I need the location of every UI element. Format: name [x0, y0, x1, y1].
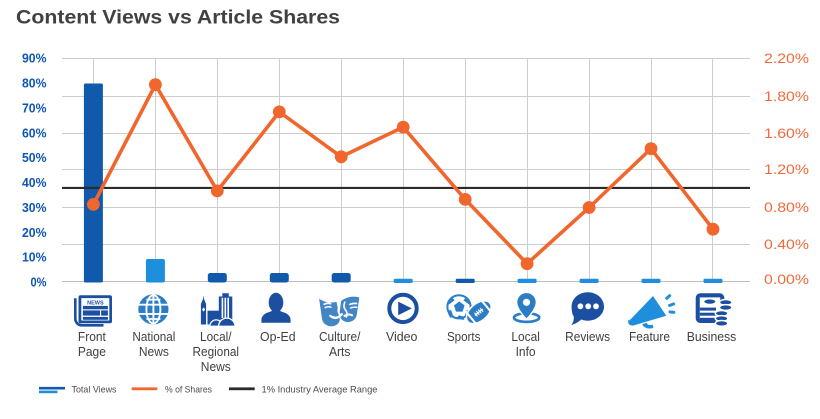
svg-text:Arts: Arts [329, 344, 351, 359]
svg-text:Regional: Regional [193, 344, 240, 359]
svg-text:NEWS: NEWS [87, 300, 104, 306]
svg-text:News: News [139, 344, 169, 359]
svg-text:0.80%: 0.80% [764, 199, 809, 215]
svg-text:Sports: Sports [447, 329, 481, 344]
svg-text:Reviews: Reviews [565, 329, 610, 344]
svg-text:1.80%: 1.80% [764, 88, 809, 104]
svg-text:30%: 30% [22, 200, 47, 215]
svg-text:Content Views vs Article Share: Content Views vs Article Shares [16, 8, 340, 29]
svg-text:Business: Business [687, 329, 737, 344]
svg-text:2.20%: 2.20% [764, 50, 809, 66]
svg-text:80%: 80% [22, 76, 47, 91]
svg-text:National: National [132, 329, 175, 344]
svg-text:News: News [201, 359, 231, 374]
svg-text:10%: 10% [22, 250, 47, 265]
svg-text:Info: Info [516, 344, 536, 359]
svg-text:20%: 20% [22, 225, 47, 240]
svg-text:Culture/: Culture/ [319, 329, 361, 344]
svg-text:Page: Page [78, 344, 106, 359]
svg-text:Feature: Feature [629, 329, 670, 344]
svg-text:90%: 90% [22, 51, 47, 66]
svg-text:Video: Video [386, 329, 418, 344]
svg-text:1.60%: 1.60% [764, 125, 809, 141]
svg-text:70%: 70% [22, 100, 47, 115]
svg-text:50%: 50% [22, 150, 47, 165]
svg-text:60%: 60% [22, 125, 47, 140]
svg-text:Local/: Local/ [200, 329, 232, 344]
svg-text:Local: Local [511, 329, 540, 344]
svg-text:Front: Front [78, 329, 106, 344]
svg-text:Total Views: Total Views [72, 385, 117, 396]
svg-text:% of Shares: % of Shares [165, 385, 212, 396]
svg-text:1% Industry Average Range: 1% Industry Average Range [262, 385, 378, 396]
svg-text:Op-Ed: Op-Ed [260, 329, 296, 344]
svg-text:40%: 40% [22, 175, 47, 190]
svg-text:1.20%: 1.20% [764, 161, 809, 177]
svg-text:0%: 0% [31, 275, 48, 290]
svg-text:0.40%: 0.40% [764, 236, 809, 252]
svg-text:0.00%: 0.00% [764, 271, 809, 287]
